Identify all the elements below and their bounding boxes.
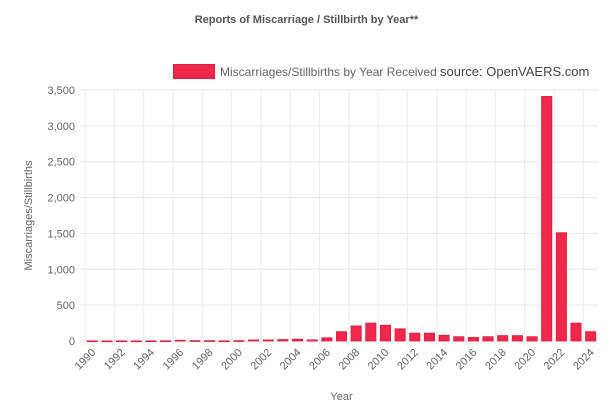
bar-2000 — [233, 340, 245, 342]
bar-1998 — [204, 340, 216, 342]
bar-1997 — [189, 340, 201, 342]
x-tick-label: 1990 — [73, 347, 99, 373]
x-tick-label: 1996 — [161, 347, 187, 373]
x-axis-title: Year — [330, 391, 353, 403]
y-tick-label: 2,500 — [47, 157, 75, 169]
bar-2017 — [482, 336, 494, 342]
bar-2024 — [585, 331, 597, 342]
y-tick-label: 500 — [57, 300, 75, 312]
y-tick-label: 1,000 — [47, 264, 75, 276]
x-tick-label: 2022 — [542, 347, 568, 373]
bar-1999 — [218, 340, 230, 343]
x-tick-label: 2000 — [219, 347, 245, 373]
y-tick-label: 0 — [69, 336, 75, 348]
x-tick-label: 2018 — [483, 347, 509, 373]
bar-1993 — [130, 340, 142, 343]
bar-2014 — [438, 334, 450, 342]
bar-2003 — [277, 339, 289, 342]
x-tick-label: 2014 — [424, 347, 450, 373]
y-tick-label: 3,000 — [47, 121, 75, 133]
bar-2021 — [541, 96, 553, 342]
bar-2005 — [306, 339, 318, 342]
x-tick-label: 2024 — [571, 347, 597, 373]
bar-2023 — [570, 322, 582, 342]
bar-2020 — [526, 336, 538, 342]
chart-title: Reports of Miscarriage / Stillbirth by Y… — [194, 14, 419, 26]
bar-2010 — [379, 324, 392, 342]
x-tick-label: 1994 — [131, 347, 157, 373]
x-tick-label: 2016 — [454, 347, 480, 373]
x-tick-label: 1998 — [190, 347, 216, 373]
bar-2009 — [365, 322, 377, 342]
x-tick-label: 2002 — [249, 347, 275, 373]
legend-label: Miscarriages/Stillbirths by Year Receive… — [220, 64, 437, 79]
x-tick-label: 1992 — [102, 347, 128, 373]
y-tick-label: 1,500 — [47, 228, 75, 240]
bar-2001 — [248, 339, 260, 342]
y-axis-title: Miscarriages/Stillbirths — [23, 160, 35, 271]
bar-1990 — [86, 340, 98, 343]
x-tick-label: 2008 — [336, 347, 362, 373]
x-tick-label: 2020 — [512, 347, 538, 373]
legend-swatch — [173, 64, 215, 79]
bar-2013 — [423, 332, 435, 342]
x-tick-label: 2010 — [366, 347, 392, 373]
bar-2004 — [291, 338, 304, 342]
bar-2022 — [555, 232, 567, 342]
bar-1991 — [101, 340, 113, 343]
bar-2019 — [511, 335, 523, 342]
x-tick-label: 2004 — [278, 347, 304, 373]
bar-1994 — [145, 340, 157, 343]
y-tick-label: 2,000 — [47, 193, 75, 205]
bar-1992 — [116, 340, 128, 343]
bar-1996 — [174, 339, 186, 342]
x-tick-label: 2006 — [307, 347, 333, 373]
source-note: source: OpenVAERS.com — [440, 64, 590, 79]
bar-2002 — [262, 339, 274, 342]
bar-2016 — [467, 337, 479, 342]
bar-2015 — [453, 336, 465, 342]
bar-2008 — [350, 325, 362, 342]
bar-2012 — [409, 332, 421, 342]
bar-2011 — [394, 328, 406, 342]
bar-2007 — [335, 331, 348, 342]
legend-item[interactable]: Miscarriages/Stillbirths by Year Receive… — [173, 64, 437, 79]
x-tick-label: 2012 — [395, 347, 421, 373]
bar-2006 — [321, 337, 333, 342]
bar-2018 — [497, 335, 509, 342]
bar-1995 — [160, 340, 172, 342]
y-tick-label: 3,500 — [47, 85, 75, 97]
